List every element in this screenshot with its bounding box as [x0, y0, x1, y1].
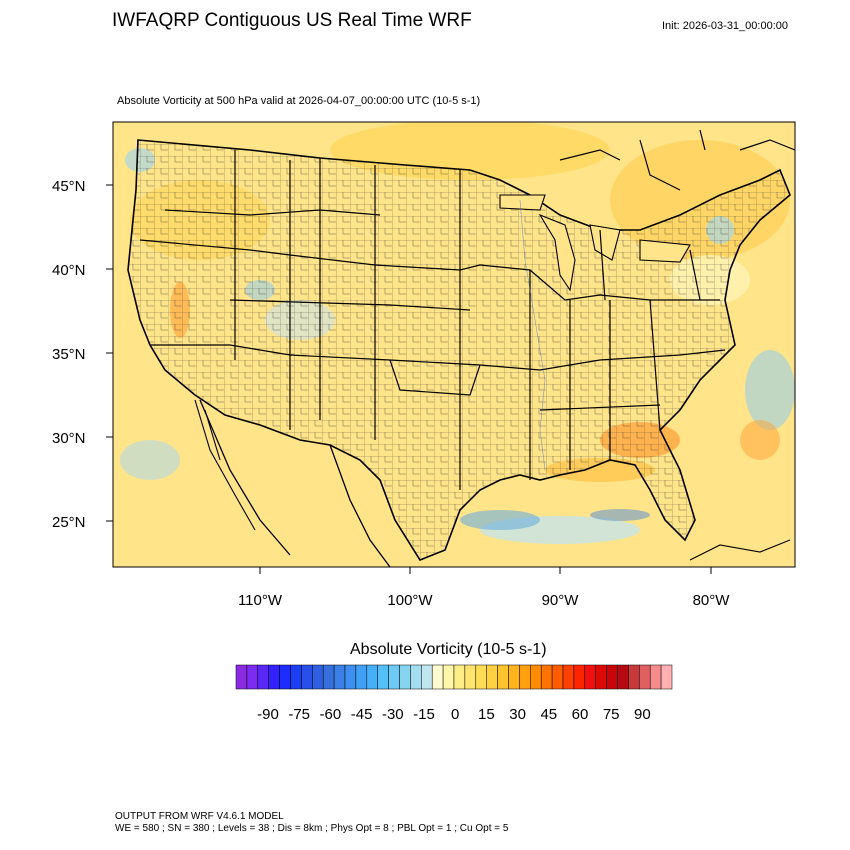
colorbar-swatch	[551, 664, 564, 690]
colorbar-swatch	[639, 664, 651, 690]
colorbar-title: Absolute Vorticity (10-5 s-1)	[350, 641, 547, 658]
colorbar-swatch	[606, 664, 618, 690]
colorbar-swatch	[497, 664, 509, 690]
colorbar-swatch	[388, 664, 400, 690]
colorbar-swatch	[562, 664, 575, 690]
colorbar-tick-label: -75	[288, 706, 310, 723]
mississippi-river	[519, 199, 546, 471]
colorbar-swatch	[519, 664, 531, 690]
lat-label-25: 25°N	[52, 514, 86, 531]
colorbar-swatch	[649, 664, 662, 690]
colorbar-tick-label: -30	[382, 706, 404, 723]
colorbar-ticks: -90 -75 -60 -45 -30 -15 0 15 30 45 60 75 90	[257, 706, 651, 723]
lon-label-80: 80°W	[693, 592, 731, 609]
lat-label-45: 45°N	[52, 178, 86, 195]
colorbar-swatch	[453, 664, 466, 690]
map-frame	[112, 121, 796, 568]
colorbar-swatch	[508, 664, 520, 690]
colorbar-swatch	[421, 664, 433, 690]
colorbar-tick-label: -15	[413, 706, 435, 723]
colorbar-swatch	[399, 664, 411, 690]
colorbar-swatch	[246, 664, 259, 690]
colorbar-swatch	[584, 664, 596, 690]
colorbar-swatch	[235, 664, 248, 690]
state-borders	[139, 150, 726, 490]
init-time-label: Init: 2026-03-31_00:00:00	[662, 20, 788, 32]
lat-label-35: 35°N	[52, 346, 86, 363]
great-lakes	[499, 194, 691, 292]
colorbar-swatch	[540, 664, 553, 690]
colorbar-tick-label: 45	[540, 706, 557, 723]
colorbar-tick-label: -60	[320, 706, 342, 723]
colorbar-swatch	[660, 664, 673, 690]
colorbar-swatch	[344, 664, 357, 690]
colorbar-tick-label: -45	[351, 706, 373, 723]
colorbar-swatch	[431, 664, 444, 690]
colorbar-swatch	[312, 664, 324, 690]
colorbar-swatch	[595, 664, 607, 690]
lon-ticks	[259, 567, 712, 574]
colorbar-swatch	[410, 664, 422, 690]
colorbar-swatch	[530, 664, 542, 690]
colorbar-tick-label: 15	[478, 706, 495, 723]
model-info-line1: OUTPUT FROM WRF V4.6.1 MODEL	[115, 811, 284, 822]
lon-label-100: 100°W	[387, 592, 433, 609]
colorbar-tick-label: 60	[572, 706, 589, 723]
plot-subtitle: Absolute Vorticity at 500 hPa valid at 2…	[117, 95, 481, 107]
colorbar-tick-label: -90	[257, 706, 279, 723]
colorbar-tick-label: 90	[634, 706, 651, 723]
lon-label-90: 90°W	[542, 592, 580, 609]
colorbar-swatch	[573, 664, 586, 690]
colorbar-swatch	[628, 664, 640, 690]
colorbar-swatch	[442, 664, 455, 690]
colorbar-swatch	[322, 664, 335, 690]
colorbar-swatch	[464, 664, 477, 690]
canada-coast	[559, 129, 795, 191]
lat-label-40: 40°N	[52, 262, 86, 279]
model-info-line2: WE = 580 ; SN = 380 ; Levels = 38 ; Dis …	[115, 823, 509, 834]
colorbar-swatch	[486, 664, 498, 690]
cuba-coast	[689, 539, 791, 561]
colorbar-swatch	[301, 664, 313, 690]
lon-label-110: 110°W	[238, 592, 283, 609]
colorbar-swatch	[279, 664, 291, 690]
chart-title: IWFAQRP Contiguous US Real Time WRF	[112, 10, 472, 31]
colorbar-swatch	[355, 664, 368, 690]
colorbar-tick-label: 0	[451, 706, 459, 723]
colorbar	[235, 664, 673, 690]
us-outline	[127, 139, 791, 561]
colorbar-swatch	[475, 664, 487, 690]
colorbar-tick-label: 30	[509, 706, 526, 723]
colorbar-swatch	[617, 664, 629, 690]
mexico-coast	[199, 399, 391, 567]
colorbar-swatch	[257, 664, 269, 690]
colorbar-swatch	[333, 664, 346, 690]
colorbar-swatch	[268, 664, 280, 690]
map-field	[113, 122, 795, 567]
lat-label-30: 30°N	[52, 430, 86, 447]
baja-coast	[194, 399, 256, 531]
colorbar-swatch	[377, 664, 389, 690]
colorbar-swatch	[366, 664, 378, 690]
colorbar-swatch	[290, 664, 302, 690]
lat-ticks	[106, 184, 113, 522]
colorbar-tick-label: 75	[603, 706, 620, 723]
